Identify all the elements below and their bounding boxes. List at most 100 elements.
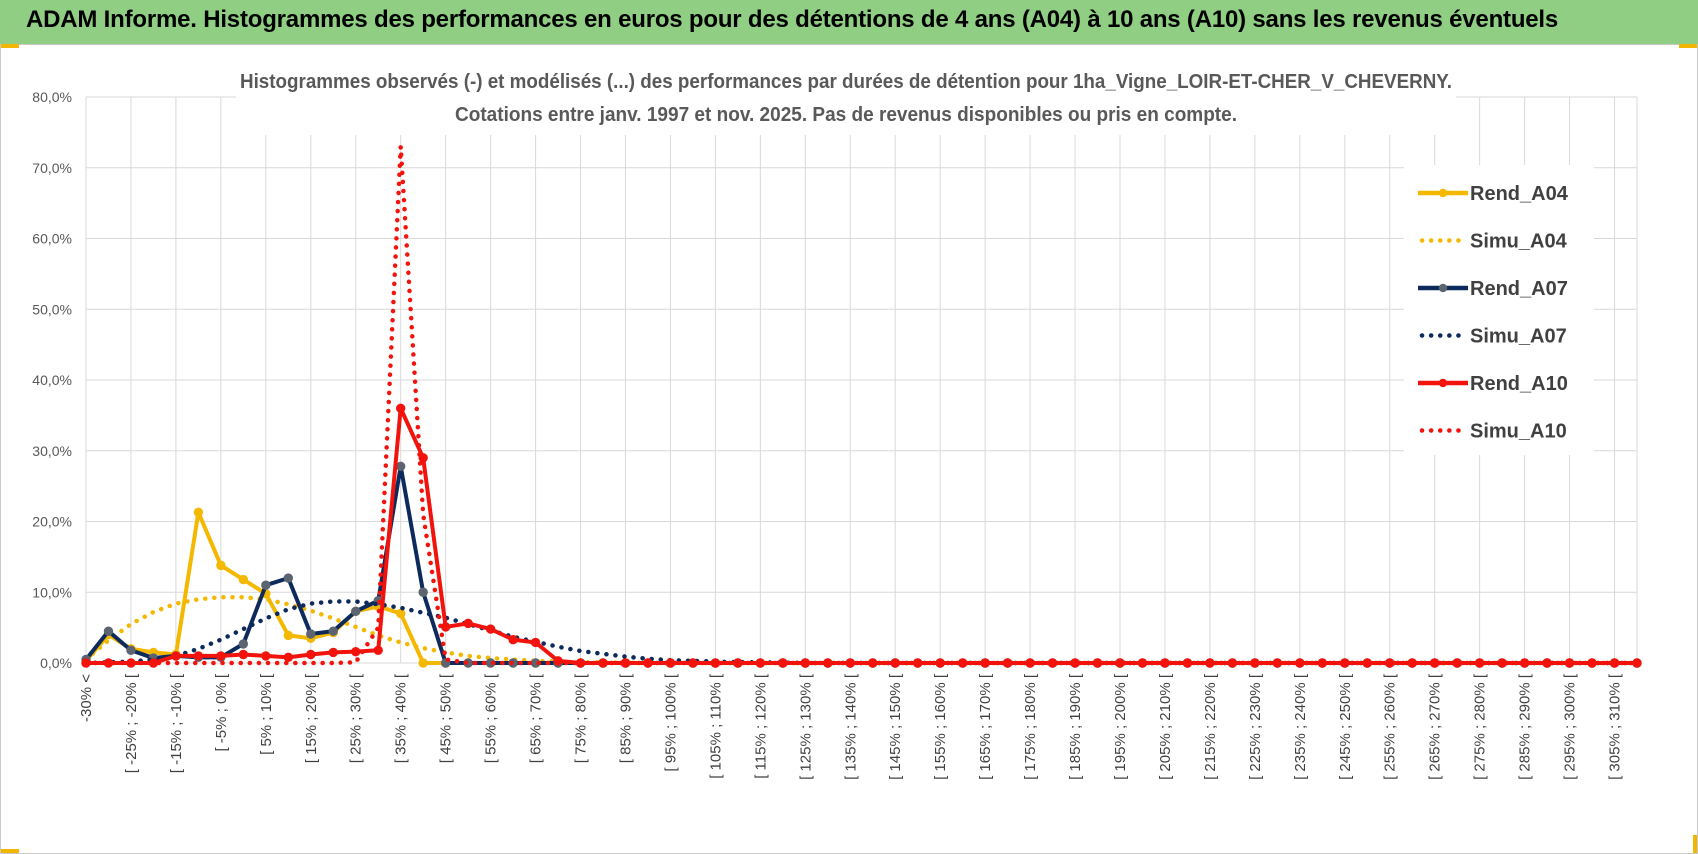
legend-label-rend-a04: Rend_A04 [1470, 183, 1569, 205]
y-tick-label: 20,0% [32, 514, 72, 530]
title-background [236, 63, 1456, 135]
data-point-rend-a10 [373, 645, 383, 655]
y-tick-label: 0,0% [40, 655, 72, 671]
data-point-rend-a07 [351, 606, 361, 617]
corner-mark-bottom-left [1, 849, 19, 853]
data-point-rend-a07 [328, 626, 338, 636]
x-tick-label: [ 45% ; 50% [ [438, 673, 455, 763]
data-point-rend-a04 [418, 658, 428, 668]
data-point-rend-a10 [463, 618, 473, 629]
data-point-rend-a10 [395, 403, 406, 413]
x-tick-label: [ 155% ; 160% [ [932, 673, 949, 780]
x-tick-label: [ 145% ; 150% [ [887, 673, 904, 780]
data-point-rend-a10 [171, 651, 181, 661]
x-tick-label: [ 125% ; 130% [ [797, 673, 814, 780]
x-tick-label: [ 175% ; 180% [ [1022, 673, 1039, 780]
x-tick-label: [ 275% ; 280% [ [1472, 673, 1489, 780]
x-tick-label: [ 295% ; 300% [ [1562, 673, 1579, 780]
series-line-rend-a07 [84, 464, 1637, 665]
x-tick-label: [ 35% ; 40% [ [393, 673, 410, 763]
x-tick-label: [ -15% ; -10% [ [168, 673, 185, 773]
x-tick-label: [ 15% ; 20% [ [303, 673, 320, 763]
y-tick-label: 80,0% [32, 89, 72, 105]
data-point-rend-a10 [351, 646, 361, 657]
data-point-rend-a07 [126, 645, 136, 655]
data-point-rend-a04 [193, 507, 204, 518]
chart-subtitle: Cotations entre janv. 1997 et nov. 2025.… [455, 104, 1237, 126]
data-point-rend-a07 [395, 461, 406, 472]
legend-label-rend-a10: Rend_A10 [1470, 373, 1568, 395]
x-tick-label: [ 115% ; 120% [ [752, 673, 769, 779]
x-tick-label: [ 305% ; 310% [ [1607, 673, 1624, 780]
data-point-rend-a07 [261, 580, 271, 590]
x-tick-label: [ -5% ; 0% [ [213, 673, 230, 751]
legend-label-rend-a07: Rend_A07 [1470, 278, 1568, 300]
x-tick-label: [ 205% ; 210% [ [1157, 673, 1174, 780]
series-line-rend-a04 [84, 510, 1637, 665]
x-tick-label: [ 55% ; 60% [ [483, 673, 500, 763]
x-tick-label: [ 85% ; 90% [ [617, 673, 634, 763]
legend-background [1404, 165, 1594, 455]
x-tick-label: [ 235% ; 240% [ [1292, 673, 1309, 780]
data-point-rend-a07 [238, 639, 249, 649]
legend-marker-rend-a07 [1438, 283, 1448, 293]
data-point-rend-a10 [440, 622, 451, 632]
x-tick-label: [ 165% ; 170% [ [977, 673, 994, 780]
y-tick-label: 10,0% [32, 584, 72, 600]
x-tick-label: [ 215% ; 220% [ [1202, 673, 1219, 780]
x-tick-label: [ 265% ; 270% [ [1427, 673, 1444, 780]
data-point-rend-a04 [216, 560, 226, 571]
x-tick-label: [ 25% ; 30% [ [348, 673, 365, 763]
x-tick-label: [ 185% ; 190% [ [1067, 673, 1084, 780]
legend-marker-rend-a04 [1438, 188, 1448, 198]
data-point-rend-a07 [418, 587, 428, 597]
x-tick-label: [ 245% ; 250% [ [1337, 673, 1354, 780]
x-tick-label: [ 75% ; 80% [ [573, 673, 590, 763]
legend-label-simu-a04: Simu_A04 [1470, 231, 1568, 253]
y-tick-label: 60,0% [32, 231, 72, 247]
y-tick-label: 50,0% [32, 301, 72, 317]
data-point-rend-a10 [328, 647, 338, 658]
x-tick-label: [ 135% ; 140% [ [842, 673, 859, 780]
data-point-rend-a10 [508, 634, 518, 645]
data-point-rend-a10 [283, 652, 294, 663]
legend-label-simu-a10: Simu_A10 [1470, 421, 1567, 443]
x-tick-label: [ 95% ; 100% [ [662, 673, 679, 771]
data-point-rend-a10 [1632, 658, 1642, 668]
x-tick-label: [ 65% ; 70% [ [528, 673, 545, 763]
series-line-rend-a10 [86, 406, 1637, 665]
corner-mark-top-left [1, 44, 19, 48]
data-point-rend-a10 [530, 637, 541, 648]
data-point-rend-a10 [306, 649, 316, 660]
data-point-rend-a04 [238, 574, 249, 585]
x-tick-label: -30% < [78, 674, 95, 722]
y-tick-label: 40,0% [32, 372, 72, 388]
data-point-rend-a04 [283, 630, 294, 641]
data-point-rend-a07 [306, 629, 316, 639]
data-point-rend-a07 [283, 573, 294, 583]
chart-title: Histogrammes observés (-) et modélisés (… [240, 71, 1452, 93]
data-point-rend-a04 [395, 608, 406, 619]
x-tick-label: [ 255% ; 260% [ [1382, 673, 1399, 780]
y-tick-label: 30,0% [32, 443, 72, 459]
report-title: ADAM Informe. Histogrammes des performan… [26, 6, 1559, 33]
report-banner: ADAM Informe. Histogrammes des performan… [0, 0, 1698, 45]
x-tick-label: [ 285% ; 290% [ [1517, 673, 1534, 780]
x-tick-label: [ 195% ; 200% [ [1112, 673, 1129, 780]
x-tick-label: [ 225% ; 230% [ [1247, 673, 1264, 780]
data-point-rend-a10 [216, 651, 226, 661]
legend-marker-rend-a10 [1438, 378, 1448, 388]
corner-mark-bottom-right [1693, 835, 1697, 853]
data-point-rend-a10 [485, 624, 496, 634]
data-point-rend-a10 [193, 651, 204, 661]
data-point-rend-a07 [103, 626, 114, 636]
data-point-rend-a10 [238, 649, 249, 660]
x-tick-label: [ -25% ; -20% [ [123, 673, 140, 773]
y-tick-label: 70,0% [32, 160, 72, 176]
x-tick-label: [ 5% ; 10% [ [258, 673, 275, 755]
legend-label-simu-a07: Simu_A07 [1470, 326, 1567, 348]
x-tick-label: [ 105% ; 110% [ [707, 673, 724, 779]
data-point-rend-a10 [261, 651, 271, 661]
corner-mark-top-right [1679, 44, 1697, 48]
